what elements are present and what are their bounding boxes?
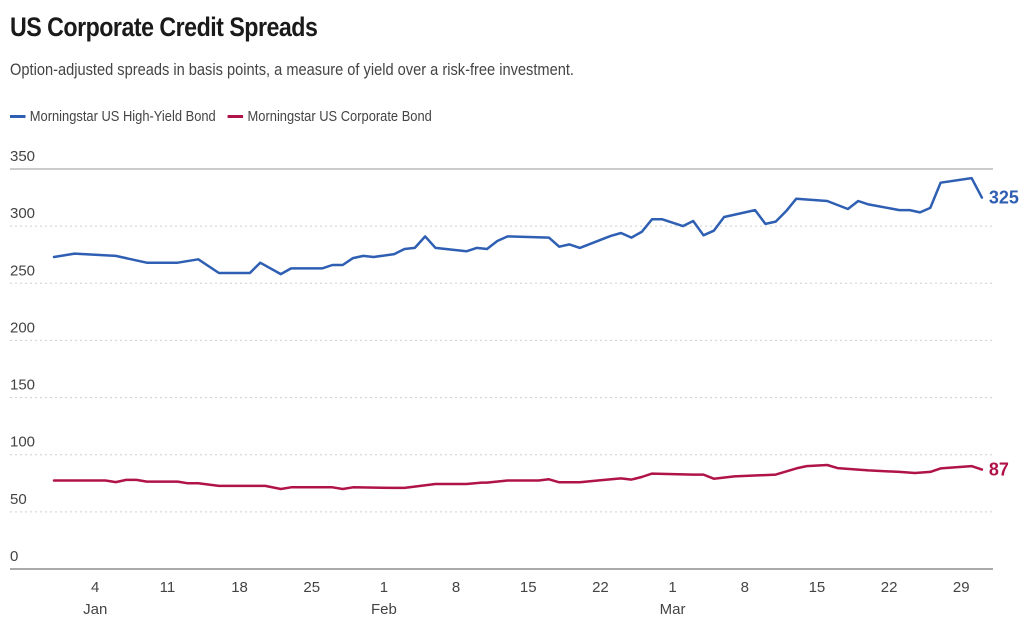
x-tick-label: 1	[380, 579, 388, 596]
y-tick-label: 50	[10, 491, 27, 508]
legend-label-high-yield: Morningstar US High-Yield Bond	[29, 108, 216, 125]
legend-item-high-yield: Morningstar US High-Yield Bond	[10, 108, 216, 125]
legend-label-corporate: Morningstar US Corporate Bond	[247, 108, 432, 125]
y-tick-label: 300	[10, 205, 35, 222]
legend-swatch-high-yield	[10, 115, 26, 118]
y-tick-label: 350	[10, 148, 35, 165]
x-tick-label: 22	[881, 579, 898, 596]
chart-subtitle: Option-adjusted spreads in basis points,…	[10, 60, 574, 79]
x-tick-label: 1	[668, 579, 676, 596]
x-tick-label: 15	[809, 579, 826, 596]
y-tick-label: 150	[10, 377, 35, 394]
x-tick-label: 4	[91, 579, 99, 596]
x-tick-label: 25	[303, 579, 320, 596]
x-month-label: Mar	[660, 601, 686, 618]
end-value-label-corporate: 87	[989, 460, 1009, 480]
x-tick-label: 22	[592, 579, 609, 596]
series-line-corporate	[52, 463, 984, 491]
y-tick-label: 200	[10, 319, 35, 336]
y-tick-label: 250	[10, 262, 35, 279]
legend-swatch-corporate	[227, 115, 244, 118]
y-tick-label: 0	[10, 548, 18, 565]
legend-item-corporate: Morningstar US Corporate Bond	[227, 108, 432, 125]
x-tick-label: 15	[520, 579, 537, 596]
y-tick-label: 100	[10, 434, 35, 451]
x-tick-label: 8	[452, 579, 460, 596]
x-tick-label: 18	[231, 579, 248, 596]
x-month-label: Jan	[83, 601, 107, 618]
x-month-label: Feb	[371, 601, 397, 618]
legend: Morningstar US High-Yield Bond Morningst…	[10, 108, 444, 125]
series-line-high-yield	[52, 176, 984, 276]
end-value-label-high-yield: 325	[989, 188, 1019, 208]
chart-title: US Corporate Credit Spreads	[10, 12, 318, 42]
x-tick-label: 11	[160, 579, 176, 596]
x-tick-label: 8	[741, 579, 749, 596]
x-tick-label: 29	[953, 579, 970, 596]
